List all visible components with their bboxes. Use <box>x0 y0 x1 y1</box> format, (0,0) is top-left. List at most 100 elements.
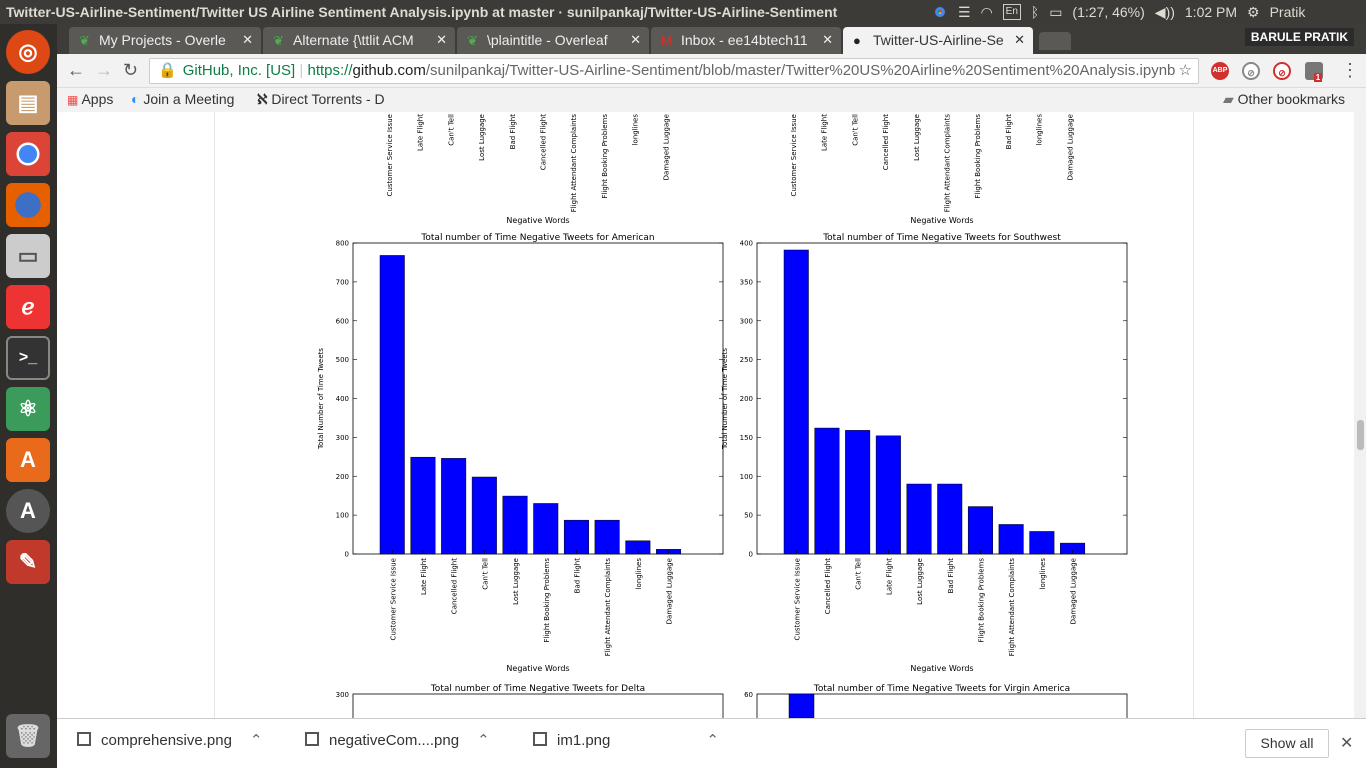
bar <box>937 483 963 555</box>
battery-status[interactable]: (1:27, 46%) <box>1072 4 1145 20</box>
tab-plaintitle[interactable]: ❦ \plaintitle - Overleaf ✕ <box>457 27 649 54</box>
xtick-label: Flight Booking Problems <box>543 558 551 643</box>
bookmarks-bar: ▦ Apps ◐ Join a Meeting ℵ Direct Torrent… <box>57 88 1366 112</box>
chevron-up-icon[interactable]: ⌃ <box>477 732 490 749</box>
xtick-label: Cancelled Flight <box>824 558 832 614</box>
bar <box>441 458 467 555</box>
terminal-icon[interactable]: >_ <box>6 336 50 380</box>
file-icon <box>77 732 91 746</box>
bar <box>533 503 559 555</box>
tab-inbox[interactable]: M Inbox - ee14btech11 ✕ <box>651 27 841 54</box>
ubuntu-dash-icon[interactable]: ◎ <box>6 30 50 74</box>
tab-label: \plaintitle - Overleaf <box>487 32 608 48</box>
tab-label: My Projects - Overle <box>99 32 226 48</box>
page-scrollbar[interactable] <box>1354 112 1366 718</box>
download-item[interactable]: negativeCom....png ⌃ <box>305 731 490 749</box>
extension-badge: 1 <box>1313 73 1323 82</box>
file-icon <box>533 732 547 746</box>
address-bar[interactable]: 🔒 GitHub, Inc. [US] | https://github.com/… <box>149 58 1199 84</box>
chrome-menu-icon[interactable]: ⋮ <box>1341 60 1359 80</box>
close-icon[interactable]: ✕ <box>822 32 833 47</box>
software-updater-icon[interactable]: A <box>6 489 50 533</box>
bookmark-label: Other bookmarks <box>1237 91 1346 107</box>
other-bookmarks[interactable]: ▰ Other bookmarks <box>1223 91 1345 108</box>
close-icon[interactable]: ✕ <box>1014 32 1025 47</box>
battery-icon[interactable]: ▭ <box>1049 3 1063 20</box>
menu-icon[interactable]: ☰ <box>958 3 971 20</box>
keyboard-layout-indicator[interactable]: En <box>1002 4 1021 20</box>
disk-icon[interactable]: ▭ <box>6 234 50 278</box>
bookmark-apps[interactable]: ▦ Apps <box>67 91 113 107</box>
new-tab-button[interactable] <box>1039 32 1071 50</box>
ytick-label: 250 <box>740 356 753 364</box>
atom-editor-icon[interactable]: ⚛ <box>6 387 50 431</box>
tab-my-projects[interactable]: ❦ My Projects - Overle ✕ <box>69 27 261 54</box>
x-axis-label: Negative Words <box>910 664 973 673</box>
bar <box>563 519 589 555</box>
chrome-tray-icon[interactable] <box>932 4 948 20</box>
downloads-bar: comprehensive.png ⌃ negativeCom....png ⌃ i… <box>57 718 1366 768</box>
show-all-downloads-button[interactable]: Show all <box>1245 729 1329 758</box>
xtick-label: Customer Service Issue <box>386 114 394 196</box>
bluetooth-icon[interactable]: ᛒ <box>1030 4 1040 20</box>
volume-icon[interactable]: ◀)) <box>1154 3 1175 20</box>
xtick-label: Lost Luggage <box>478 114 486 161</box>
ytick-label: 300 <box>740 317 753 325</box>
stop-extension-icon[interactable]: ⊘ <box>1273 62 1291 80</box>
bookmark-direct-torrents[interactable]: ℵ Direct Torrents - D <box>257 91 385 108</box>
xtick-label: Customer Service Issue <box>793 558 801 640</box>
document-viewer-icon[interactable]: ℯ <box>6 285 50 329</box>
overleaf-icon: ❦ <box>467 33 478 48</box>
bookmark-label: Join a Meeting <box>143 91 235 107</box>
forward-arrow-icon[interactable]: → <box>95 60 113 80</box>
shield-extension-icon[interactable]: 1 <box>1305 62 1323 82</box>
close-icon[interactable]: ✕ <box>630 32 641 47</box>
scrollbar-thumb[interactable] <box>1357 420 1364 450</box>
xtick-label: Late Flight <box>420 558 428 595</box>
blocked-extension-icon[interactable]: ⊘ <box>1242 62 1260 80</box>
lock-icon: 🔒 <box>158 62 177 79</box>
reload-icon[interactable]: ↻ <box>123 60 139 80</box>
bookmark-join-meeting[interactable]: ◐ Join a Meeting <box>131 91 234 107</box>
xtick-label: Damaged Luggage <box>666 558 674 624</box>
chevron-up-icon[interactable]: ⌃ <box>706 732 719 749</box>
close-icon[interactable]: ✕ <box>436 32 447 47</box>
bar <box>502 495 528 555</box>
download-filename: im1.png <box>557 732 611 749</box>
overleaf-icon: ❦ <box>79 33 90 48</box>
chevron-up-icon[interactable]: ⌃ <box>249 732 263 749</box>
github-icon: ● <box>853 33 861 48</box>
files-icon[interactable]: ▤ <box>6 81 50 125</box>
meeting-icon: ◐ <box>131 91 140 107</box>
software-center-icon[interactable]: A <box>6 438 50 482</box>
bookmark-star-icon[interactable]: ☆ <box>1178 62 1192 79</box>
settings-gear-icon[interactable]: ⚙ <box>1247 3 1260 20</box>
tab-github-active[interactable]: ● Twitter-US-Airline-Se ✕ <box>843 27 1033 54</box>
tab-alternate[interactable]: ❦ Alternate {\ttlit ACM ✕ <box>263 27 455 54</box>
tab-label: Twitter-US-Airline-Se <box>873 32 1004 48</box>
url-path: /sunilpankaj/Twitter-US-Airline-Sentimen… <box>425 62 1176 79</box>
chrome-icon[interactable] <box>6 132 50 176</box>
bar <box>594 519 620 555</box>
chart-delta-frame <box>352 693 724 718</box>
profile-name[interactable]: BARULE PRATIK <box>1244 28 1354 46</box>
clock[interactable]: 1:02 PM <box>1184 4 1238 20</box>
trash-icon[interactable]: 🗑 <box>6 714 50 758</box>
url-scheme: https:// <box>307 62 353 79</box>
firefox-icon[interactable] <box>6 183 50 227</box>
ytick-label: 500 <box>336 356 349 364</box>
bookmark-label: Apps <box>81 91 114 107</box>
xtick-label: Flight Attendant Complaints <box>604 558 612 657</box>
adblock-plus-icon[interactable]: ABP <box>1211 62 1229 80</box>
download-item[interactable]: comprehensive.png ⌃ <box>77 731 263 749</box>
user-name[interactable]: Pratik <box>1269 4 1306 20</box>
close-icon[interactable]: ✕ <box>242 32 253 47</box>
download-item[interactable]: im1.png ⌃ <box>533 731 719 749</box>
back-arrow-icon[interactable]: ← <box>67 60 85 80</box>
gmail-icon: M <box>661 33 672 48</box>
xtick-label: Lost Luggage <box>512 558 520 605</box>
system-settings-icon[interactable]: ✎ <box>6 540 50 584</box>
close-icon[interactable]: ✕ <box>1340 735 1354 752</box>
xtick-label: Flight Attendant Complaints <box>1008 558 1016 657</box>
wifi-icon[interactable]: ◠ <box>980 3 993 20</box>
